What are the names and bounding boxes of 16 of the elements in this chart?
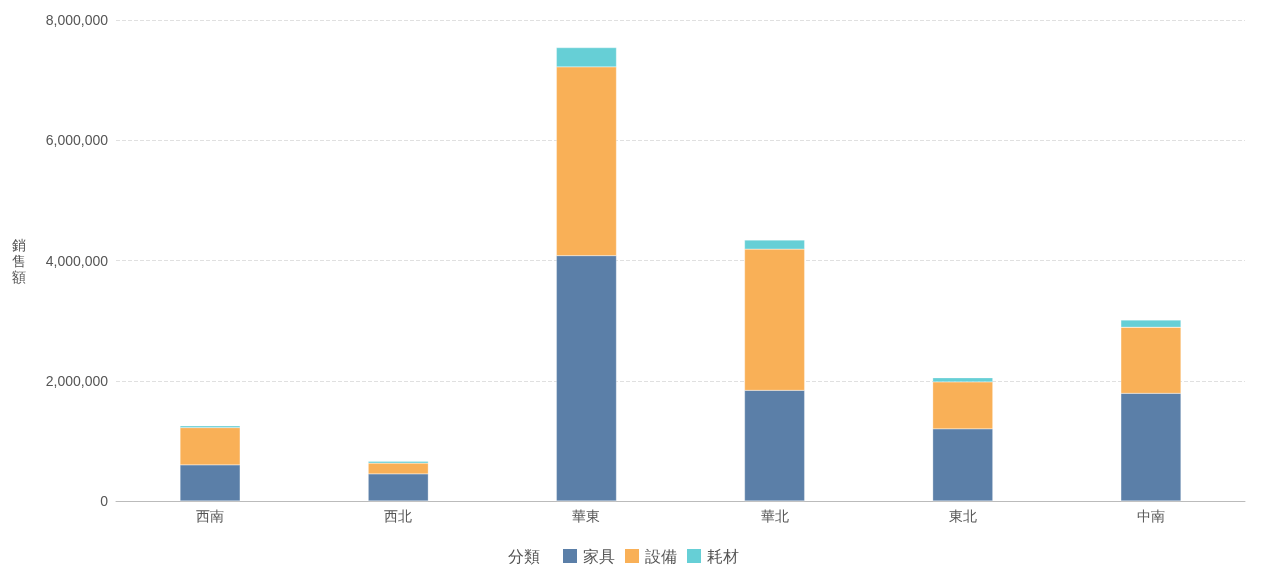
x-tick-label: 中南 [1136,508,1165,524]
x-tick-label: 華東 [572,508,601,524]
y-tick-label: 2,000,000 [45,372,109,389]
y-tick-label: 0 [100,493,109,509]
x-tick-label: 西南 [196,508,225,524]
x-tick-label: 東北 [948,508,977,524]
legend-label: 家具 [583,547,615,565]
y-tick-label: 8,000,000 [45,12,109,28]
legend-label: 設備 [645,547,677,565]
y-tick-label: 4,000,000 [45,252,109,269]
y-tick-label: 6,000,000 [45,132,109,149]
legend-label: 耗材 [707,547,739,565]
x-tick-label: 西北 [384,508,413,524]
y-axis-title: 銷售額 [12,236,26,285]
legend-title: 分類 [508,547,540,565]
x-tick-label: 華北 [760,508,789,524]
